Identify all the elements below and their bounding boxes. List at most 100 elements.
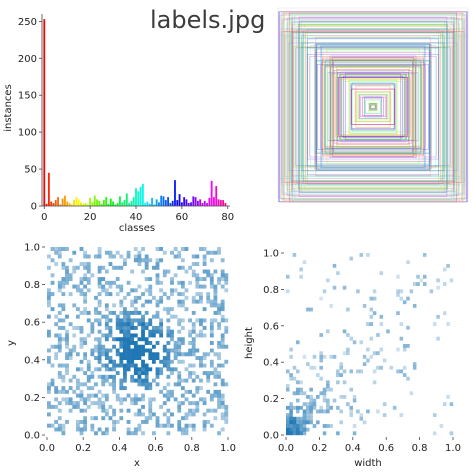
heat-cell xyxy=(191,378,196,383)
box-outline xyxy=(368,102,378,111)
heat-cell xyxy=(416,274,420,279)
heat-cell xyxy=(195,277,200,282)
heat-cell xyxy=(130,325,135,330)
heat-cell xyxy=(119,397,124,402)
heat-cell xyxy=(133,318,138,323)
heat-cell xyxy=(170,389,174,394)
heat-cell xyxy=(137,337,142,342)
box-outline xyxy=(330,58,416,155)
heat-cell xyxy=(382,413,387,417)
heat-cell xyxy=(72,325,77,330)
heat-cell xyxy=(173,341,178,345)
heat-cell xyxy=(115,325,120,330)
heat-cell xyxy=(54,247,59,251)
heat-cell xyxy=(336,431,340,436)
heat-cell xyxy=(137,318,142,323)
heat-cell xyxy=(309,405,313,410)
heat-cell xyxy=(306,409,310,414)
heat-cell xyxy=(180,247,185,251)
heat-cell xyxy=(396,347,400,352)
heat-cell xyxy=(137,371,142,376)
heat-cell xyxy=(359,369,364,374)
heat-cell xyxy=(422,274,427,279)
heat-cell xyxy=(90,416,95,421)
box-outline xyxy=(314,44,432,170)
heat-cell xyxy=(191,299,196,304)
heat-cell xyxy=(155,273,160,278)
heat-cell xyxy=(220,307,225,312)
heat-cell xyxy=(162,348,167,353)
y-tick-label: 0.2 xyxy=(24,393,40,404)
heat-cell xyxy=(224,404,229,409)
heat-cell xyxy=(309,420,313,425)
heat-cell xyxy=(349,336,353,341)
heat-cell xyxy=(115,393,120,398)
heat-cell xyxy=(112,382,116,387)
heat-cell xyxy=(57,416,62,421)
heat-cell xyxy=(332,354,337,359)
heat-cell xyxy=(312,402,317,407)
heat-cell xyxy=(75,265,80,270)
heat-cell xyxy=(151,314,156,319)
heat-cell xyxy=(191,393,196,398)
heat-cell xyxy=(57,371,62,376)
heat-cell xyxy=(86,262,91,266)
heat-cell xyxy=(286,420,290,425)
box-outline xyxy=(298,31,448,182)
heat-cell xyxy=(342,369,347,374)
heat-cell xyxy=(130,431,135,436)
box-outline xyxy=(282,19,464,195)
box-outline xyxy=(331,73,415,140)
heat-cell xyxy=(402,347,407,352)
heat-cell xyxy=(144,382,149,387)
heat-cell xyxy=(209,284,214,289)
box-outline xyxy=(289,11,457,203)
bar-class-65 xyxy=(192,196,195,206)
heat-cell xyxy=(79,408,84,413)
heat-cell xyxy=(155,265,160,270)
heat-cell xyxy=(97,329,102,334)
heat-cell xyxy=(144,378,149,383)
heat-cell xyxy=(289,354,293,359)
box-outline xyxy=(301,35,445,179)
heat-cell xyxy=(206,389,211,394)
box-outline xyxy=(295,47,451,167)
bar-class-57 xyxy=(174,180,176,206)
heat-cell xyxy=(392,405,397,410)
bar-class-0 xyxy=(43,19,46,206)
heat-cell xyxy=(86,265,91,270)
y-tick-label: 0.4 xyxy=(263,358,279,369)
heat-cell xyxy=(312,354,317,359)
heat-cell xyxy=(115,348,120,353)
y-tick-label: 1.0 xyxy=(263,249,279,260)
bar-class-7 xyxy=(59,204,62,206)
heat-cell xyxy=(195,280,200,285)
heat-cell xyxy=(130,337,135,342)
heat-cell xyxy=(177,427,182,432)
heat-cell xyxy=(155,382,160,387)
heat-cell xyxy=(188,333,192,338)
heat-cell xyxy=(359,340,364,345)
heat-cell xyxy=(141,371,145,376)
heat-cell xyxy=(57,250,62,255)
heat-cell xyxy=(97,265,102,270)
heat-cell xyxy=(126,344,131,349)
bar-class-17 xyxy=(82,203,85,206)
heat-cell xyxy=(188,363,192,368)
heat-cell xyxy=(148,404,153,409)
heat-cell xyxy=(180,352,185,357)
heat-cell xyxy=(220,382,225,387)
heat-cell xyxy=(372,296,377,301)
heat-cell xyxy=(296,369,300,374)
box-outline xyxy=(303,32,443,181)
box-outline xyxy=(299,32,447,182)
box-outline xyxy=(298,20,448,193)
heat-cell xyxy=(224,419,229,424)
box-outline xyxy=(309,45,437,169)
heat-cell xyxy=(57,254,62,259)
heat-cell xyxy=(126,363,131,368)
heat-cell xyxy=(94,367,98,372)
heat-cell xyxy=(83,371,88,376)
heat-cell xyxy=(292,405,297,410)
